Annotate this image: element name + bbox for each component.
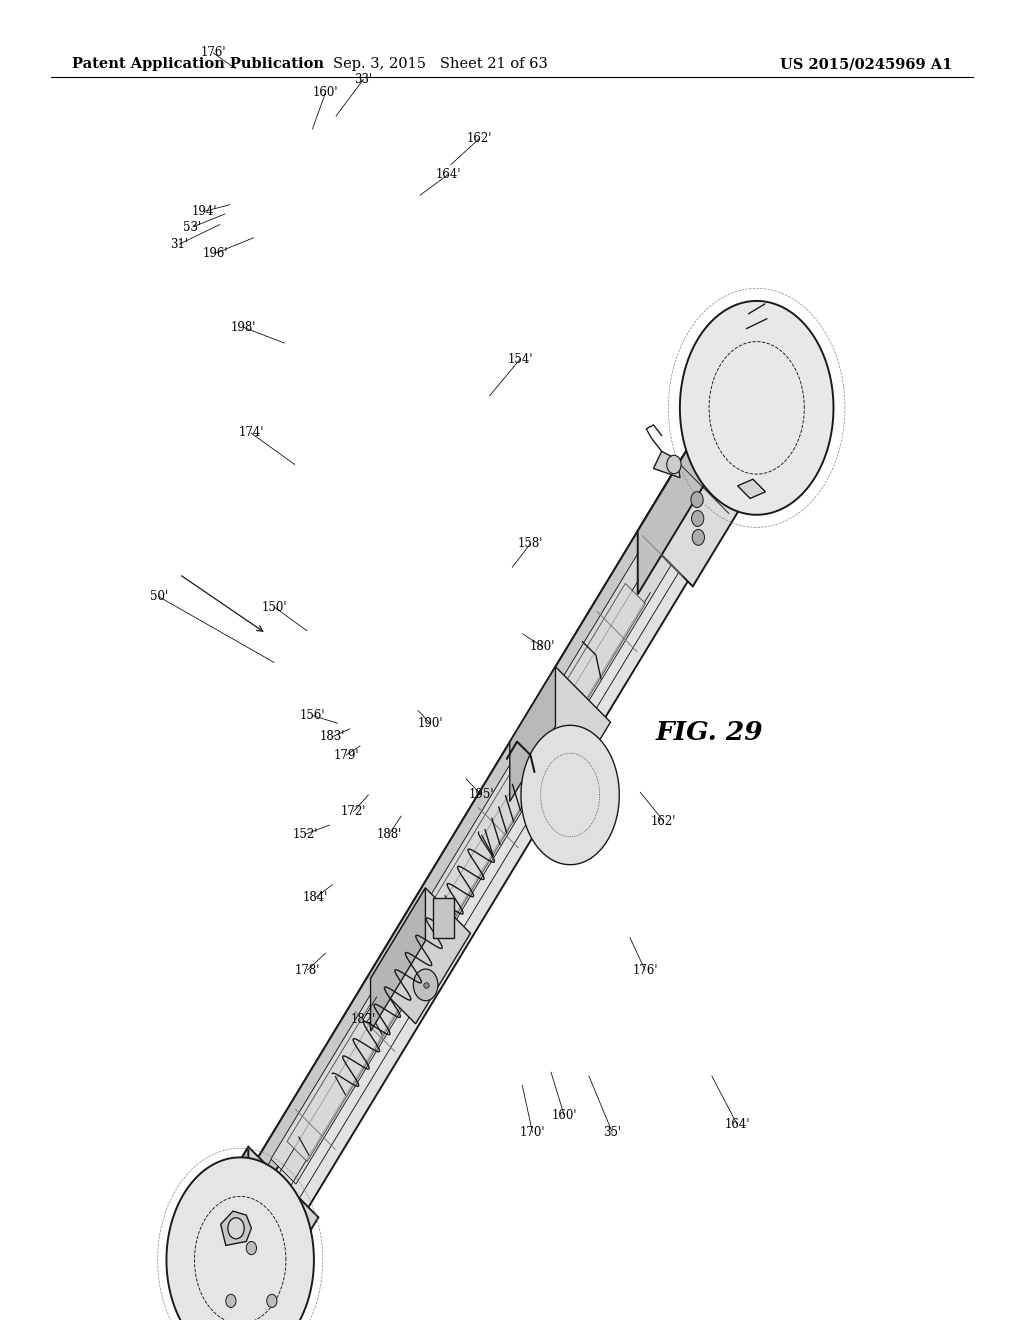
Text: 154': 154' bbox=[508, 352, 532, 366]
Text: 158': 158' bbox=[518, 537, 543, 550]
Text: 183': 183' bbox=[321, 730, 345, 743]
Circle shape bbox=[691, 491, 703, 507]
Text: 172': 172' bbox=[341, 805, 366, 818]
Text: 182': 182' bbox=[351, 1012, 376, 1026]
Polygon shape bbox=[189, 1147, 318, 1316]
Text: Patent Application Publication: Patent Application Publication bbox=[72, 57, 324, 71]
Polygon shape bbox=[271, 480, 708, 1184]
Text: 162': 162' bbox=[651, 814, 676, 828]
Text: Sep. 3, 2015   Sheet 21 of 63: Sep. 3, 2015 Sheet 21 of 63 bbox=[333, 57, 548, 71]
Circle shape bbox=[667, 455, 681, 474]
Polygon shape bbox=[510, 667, 555, 801]
Text: 164': 164' bbox=[725, 1118, 750, 1131]
Text: 162': 162' bbox=[467, 132, 492, 145]
Text: 164': 164' bbox=[436, 168, 461, 181]
Polygon shape bbox=[371, 888, 425, 1031]
Text: 198': 198' bbox=[231, 321, 256, 334]
Text: 188': 188' bbox=[377, 828, 401, 841]
Polygon shape bbox=[638, 403, 770, 586]
Polygon shape bbox=[510, 667, 610, 797]
Text: 150': 150' bbox=[262, 601, 287, 614]
Text: FIG. 29: FIG. 29 bbox=[655, 721, 763, 744]
Text: 195': 195' bbox=[469, 788, 494, 801]
Circle shape bbox=[691, 511, 703, 527]
Polygon shape bbox=[521, 725, 620, 865]
Text: 160': 160' bbox=[552, 1109, 577, 1122]
Polygon shape bbox=[287, 583, 645, 1162]
Text: 184': 184' bbox=[303, 891, 328, 904]
Polygon shape bbox=[167, 1158, 314, 1320]
Polygon shape bbox=[221, 1212, 252, 1246]
Text: 53': 53' bbox=[183, 220, 202, 234]
Text: 176': 176' bbox=[201, 46, 225, 59]
Polygon shape bbox=[653, 451, 680, 478]
Text: 176': 176' bbox=[633, 964, 657, 977]
Circle shape bbox=[226, 1295, 237, 1308]
Circle shape bbox=[228, 1218, 245, 1239]
Circle shape bbox=[414, 969, 438, 1001]
Polygon shape bbox=[189, 1147, 249, 1304]
Polygon shape bbox=[680, 301, 834, 515]
Text: 179': 179' bbox=[334, 748, 358, 762]
Text: 196': 196' bbox=[203, 247, 227, 260]
Polygon shape bbox=[638, 403, 716, 594]
Text: 31': 31' bbox=[170, 238, 188, 251]
Text: 35': 35' bbox=[603, 1126, 622, 1139]
Polygon shape bbox=[236, 441, 742, 1245]
Text: 178': 178' bbox=[295, 964, 319, 977]
Polygon shape bbox=[433, 899, 454, 939]
Text: 190': 190' bbox=[418, 717, 442, 730]
Text: 33': 33' bbox=[354, 73, 373, 86]
Text: 170': 170' bbox=[520, 1126, 545, 1139]
Text: 156': 156' bbox=[300, 709, 325, 722]
Polygon shape bbox=[236, 441, 692, 1237]
Polygon shape bbox=[737, 479, 766, 499]
Text: 152': 152' bbox=[293, 828, 317, 841]
Polygon shape bbox=[371, 888, 470, 1024]
Text: 180': 180' bbox=[530, 640, 555, 653]
Text: US 2015/0245969 A1: US 2015/0245969 A1 bbox=[780, 57, 952, 71]
Text: 160': 160' bbox=[313, 86, 338, 99]
Text: 174': 174' bbox=[239, 426, 263, 440]
Text: 50': 50' bbox=[150, 590, 168, 603]
Circle shape bbox=[247, 1242, 257, 1255]
Text: 194': 194' bbox=[193, 205, 217, 218]
Circle shape bbox=[692, 529, 705, 545]
Circle shape bbox=[267, 1295, 278, 1308]
